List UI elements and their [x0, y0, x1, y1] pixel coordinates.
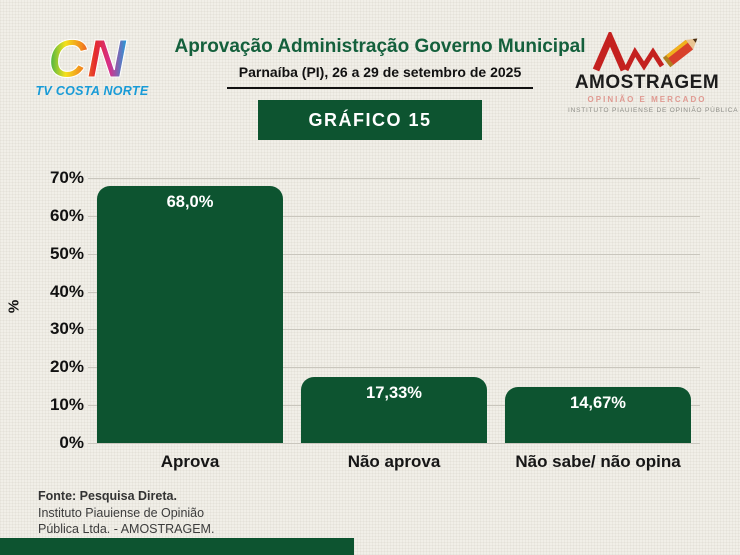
bottom-accent-bar: [0, 538, 354, 555]
amostragem-logo: AMOSTRAGEM OPINIÃO E MERCADO INSTITUTO P…: [568, 32, 739, 114]
y-tick-10: 10%: [49, 395, 84, 415]
bar-value-aprova: 68,0%: [166, 192, 214, 211]
source-note-line3: Pública Ltda. - AMOSTRAGEM.: [38, 522, 215, 536]
bar-value-nao-sabe-nao-opina: 14,67%: [570, 394, 626, 413]
y-tick-30: 30%: [49, 319, 84, 339]
x-category-aprova: Aprova: [160, 452, 220, 471]
y-tick-70: 70%: [49, 168, 84, 187]
amostragem-institute-label: INSTITUTO PIAUIENSE DE OPINIÃO PÚBLICA: [568, 107, 739, 114]
bar-aprova: 68,0%: [97, 185, 283, 443]
x-category-nao-aprova: Não aprova: [347, 452, 441, 471]
tv-costa-norte-logo: CN TV COSTA NORTE: [32, 28, 152, 99]
gridline-0: [88, 443, 700, 444]
x-category-nao-sabe-nao-opina: Não sabe/ não opina: [515, 452, 681, 471]
bar-nao-sabe-nao-opina: 14,67%: [505, 387, 691, 443]
y-axis-label: %: [5, 299, 23, 314]
y-tick-50: 50%: [49, 243, 84, 263]
page-subtitle: Parnaíba (PI), 26 a 29 de setembro de 20…: [226, 64, 534, 89]
y-tick-20: 20%: [49, 357, 84, 377]
tv-costa-norte-label: TV COSTA NORTE: [35, 84, 149, 98]
gridline-50: [88, 253, 700, 255]
gridline-60: [88, 215, 700, 217]
header-title-block: Aprovação Administração Governo Municipa…: [150, 36, 610, 89]
gridline-20: [88, 367, 700, 369]
amostragem-tagline-label: OPINIÃO E MERCADO: [587, 95, 707, 104]
gridline-30: [88, 329, 700, 331]
cn-rainbow-logo-icon: CN: [48, 29, 128, 89]
chart-number-badge: GRÁFICO 15: [258, 100, 482, 140]
bar-chart-plot-area: 68,0% 17,33% 14,67%: [88, 178, 700, 444]
source-note-bold-line: Fonte: Pesquisa Direta.: [38, 489, 177, 503]
bar-nao-aprova: 17,33%: [301, 377, 487, 443]
amostragem-zigzag-pencil-icon: [592, 32, 698, 72]
y-tick-60: 60%: [49, 205, 84, 225]
y-tick-40: 40%: [49, 281, 84, 301]
page-title: Aprovação Administração Governo Municipa…: [174, 36, 586, 57]
source-note-line2: Instituto Piauiense de Opinião: [38, 505, 205, 520]
gridline-70: [88, 178, 700, 179]
source-note: Fonte: Pesquisa Direta. Instituto Piauie…: [38, 488, 214, 538]
amostragem-name-label: AMOSTRAGEM: [574, 72, 720, 93]
y-tick-0: 0%: [59, 433, 84, 452]
bar-value-nao-aprova: 17,33%: [366, 384, 422, 403]
svg-text:CN: CN: [48, 29, 127, 88]
gridline-40: [88, 291, 700, 293]
